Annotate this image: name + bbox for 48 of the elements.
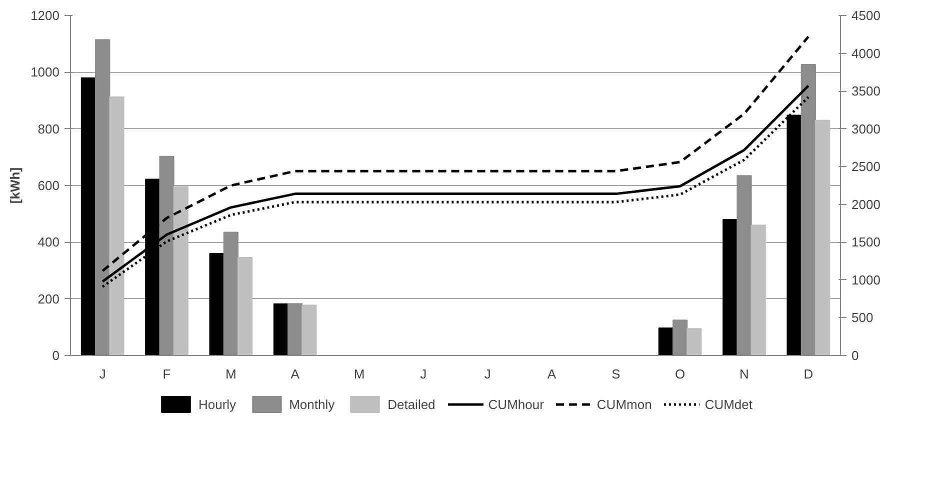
- legend-label: CUMmon: [596, 396, 652, 412]
- y2-tick-label: 2500: [852, 159, 880, 174]
- bar: [80, 77, 96, 356]
- x-tick-label: O: [675, 366, 686, 382]
- bar: [109, 96, 124, 356]
- legend-label: Monthly: [289, 396, 335, 412]
- y2-tick-label: 4000: [852, 46, 880, 61]
- y2-tick-label: 3500: [852, 84, 880, 99]
- bar: [209, 253, 224, 356]
- y2-tick-label: 2000: [852, 196, 880, 212]
- x-tick-label: J: [99, 366, 106, 382]
- x-tick-label: A: [547, 366, 556, 382]
- legend-label: CUMhour: [488, 396, 544, 412]
- y-tick-label: 400: [38, 234, 60, 250]
- x-tick-label: A: [290, 366, 300, 382]
- bar: [814, 120, 830, 356]
- y-tick-label: 0: [52, 348, 60, 363]
- y2-tick-label: 0: [852, 348, 859, 363]
- y2-tick-label: 1500: [852, 234, 880, 250]
- legend-label: CUMdet: [704, 396, 753, 412]
- bar: [302, 304, 317, 356]
- y2-tick-label: 3000: [852, 121, 880, 136]
- x-tick-label: N: [740, 366, 749, 382]
- x-tick-label: M: [354, 366, 365, 382]
- y-tick-label: 800: [38, 121, 60, 136]
- x-tick-label: D: [804, 366, 814, 382]
- legend-label: Hourly: [198, 396, 236, 412]
- y-tick-label: 1200: [30, 8, 60, 23]
- x-tick-label: F: [162, 366, 171, 382]
- x-tick-label: S: [612, 366, 621, 382]
- y-tick-label: 600: [38, 178, 60, 193]
- bar: [273, 303, 289, 356]
- x-tick-label: J: [484, 366, 491, 382]
- bar: [658, 328, 674, 356]
- bar: [686, 328, 702, 356]
- bar: [173, 186, 188, 356]
- bar: [722, 219, 738, 356]
- y-axis-title: [kWh]: [8, 167, 23, 204]
- legend-label: Detailed: [388, 396, 436, 412]
- y2-tick-label: 500: [852, 310, 874, 326]
- x-tick-label: J: [420, 366, 427, 382]
- y2-tick-label: 4500: [852, 8, 880, 23]
- y-tick-label: 1000: [30, 64, 60, 80]
- x-tick-label: M: [226, 366, 236, 382]
- bar: [750, 224, 766, 356]
- y-tick-label: 200: [38, 291, 60, 306]
- y2-tick-label: 1000: [852, 272, 880, 288]
- bar: [237, 256, 253, 356]
